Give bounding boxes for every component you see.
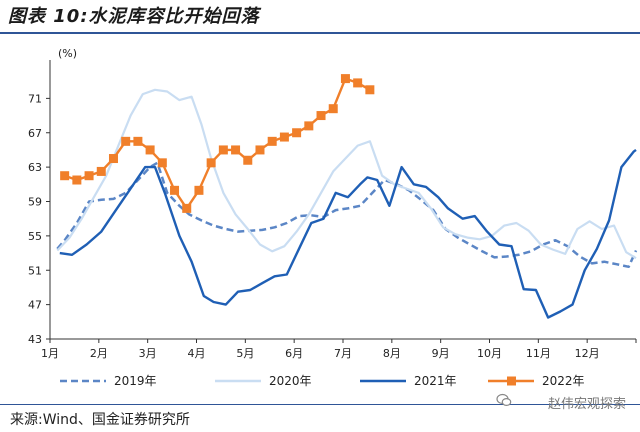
line-chart: (%) 43 47 51 55 59 63 67 71 1月 2月 3月 4月 5月 6月 7月 8月 9月 10月… (28, 47, 638, 388)
series-3-point (292, 128, 302, 138)
legend-label-0: 2019年 (114, 374, 157, 388)
series-3-point (365, 85, 375, 95)
series-3-point (133, 136, 143, 146)
y-tick-label: 71 (28, 92, 42, 105)
y-tick-label: 63 (28, 161, 42, 174)
series-line-0 (56, 161, 638, 269)
series-layer (56, 74, 638, 319)
series-3-point (145, 145, 155, 155)
x-tick-label: 9月 (432, 347, 450, 360)
series-3-point (194, 185, 204, 195)
series-3-point (206, 158, 216, 168)
series-3-point (231, 145, 241, 155)
series-3-point (218, 145, 228, 155)
figure-title: 图表 10:水泥库容比开始回落 (8, 6, 260, 27)
series-3-point (328, 104, 338, 114)
legend-label-1: 2020年 (269, 374, 312, 388)
x-tick-label: 2月 (90, 347, 108, 360)
axes: (%) 43 47 51 55 59 63 67 71 1月 2月 3月 4月 5月 6月 7月 8月 9月 10月… (28, 47, 637, 360)
x-tick-label: 8月 (383, 347, 401, 360)
series-3-point (267, 136, 277, 146)
series-3-point (108, 154, 118, 164)
x-tick-label: 1月 (41, 347, 59, 360)
series-3-point (121, 136, 131, 146)
x-tick-label: 12月 (575, 347, 600, 360)
series-3-point (340, 74, 350, 84)
watermark: 赵伟宏观探索 (547, 397, 626, 412)
source-note: 来源:Wind、国金证券研究所 (10, 412, 190, 428)
wechat-icon (496, 393, 512, 407)
series-3-point (182, 203, 192, 213)
x-tick-label: 11月 (526, 347, 551, 360)
y-tick-label: 51 (28, 264, 42, 277)
series-3-point (72, 175, 82, 185)
title-divider (0, 32, 640, 34)
series-3-point (255, 145, 265, 155)
y-tick-label: 55 (28, 230, 42, 243)
x-tick-label: 4月 (188, 347, 206, 360)
series-3-point (243, 155, 253, 165)
legend-label-2: 2021年 (414, 374, 457, 388)
source-divider (0, 404, 640, 405)
series-3-point (84, 171, 94, 181)
y-axis-unit: (%) (58, 47, 77, 60)
x-tick-label: 3月 (139, 347, 157, 360)
legend-label-3: 2022年 (542, 374, 585, 388)
series-3-point (60, 171, 70, 181)
y-tick-label: 43 (28, 333, 42, 346)
series-3-point (316, 111, 326, 121)
y-tick-label: 47 (28, 299, 42, 312)
y-tick-label: 67 (28, 127, 42, 140)
legend-marker-3 (507, 376, 516, 386)
y-tick-label: 59 (28, 196, 42, 209)
series-line-1 (56, 88, 637, 260)
x-tick-label: 5月 (236, 347, 254, 360)
series-3-point (304, 121, 314, 131)
series-3-point (170, 185, 180, 195)
legend: 2019年 2020年 2021年 2022年 (60, 374, 585, 388)
x-tick-label: 6月 (285, 347, 303, 360)
series-line-2 (59, 148, 637, 319)
x-tick-label: 10月 (477, 347, 502, 360)
x-tick-label: 7月 (334, 347, 352, 360)
series-3-point (157, 158, 167, 168)
series-3-point (96, 166, 106, 176)
series-3-point (353, 78, 363, 88)
series-3-point (279, 132, 289, 142)
